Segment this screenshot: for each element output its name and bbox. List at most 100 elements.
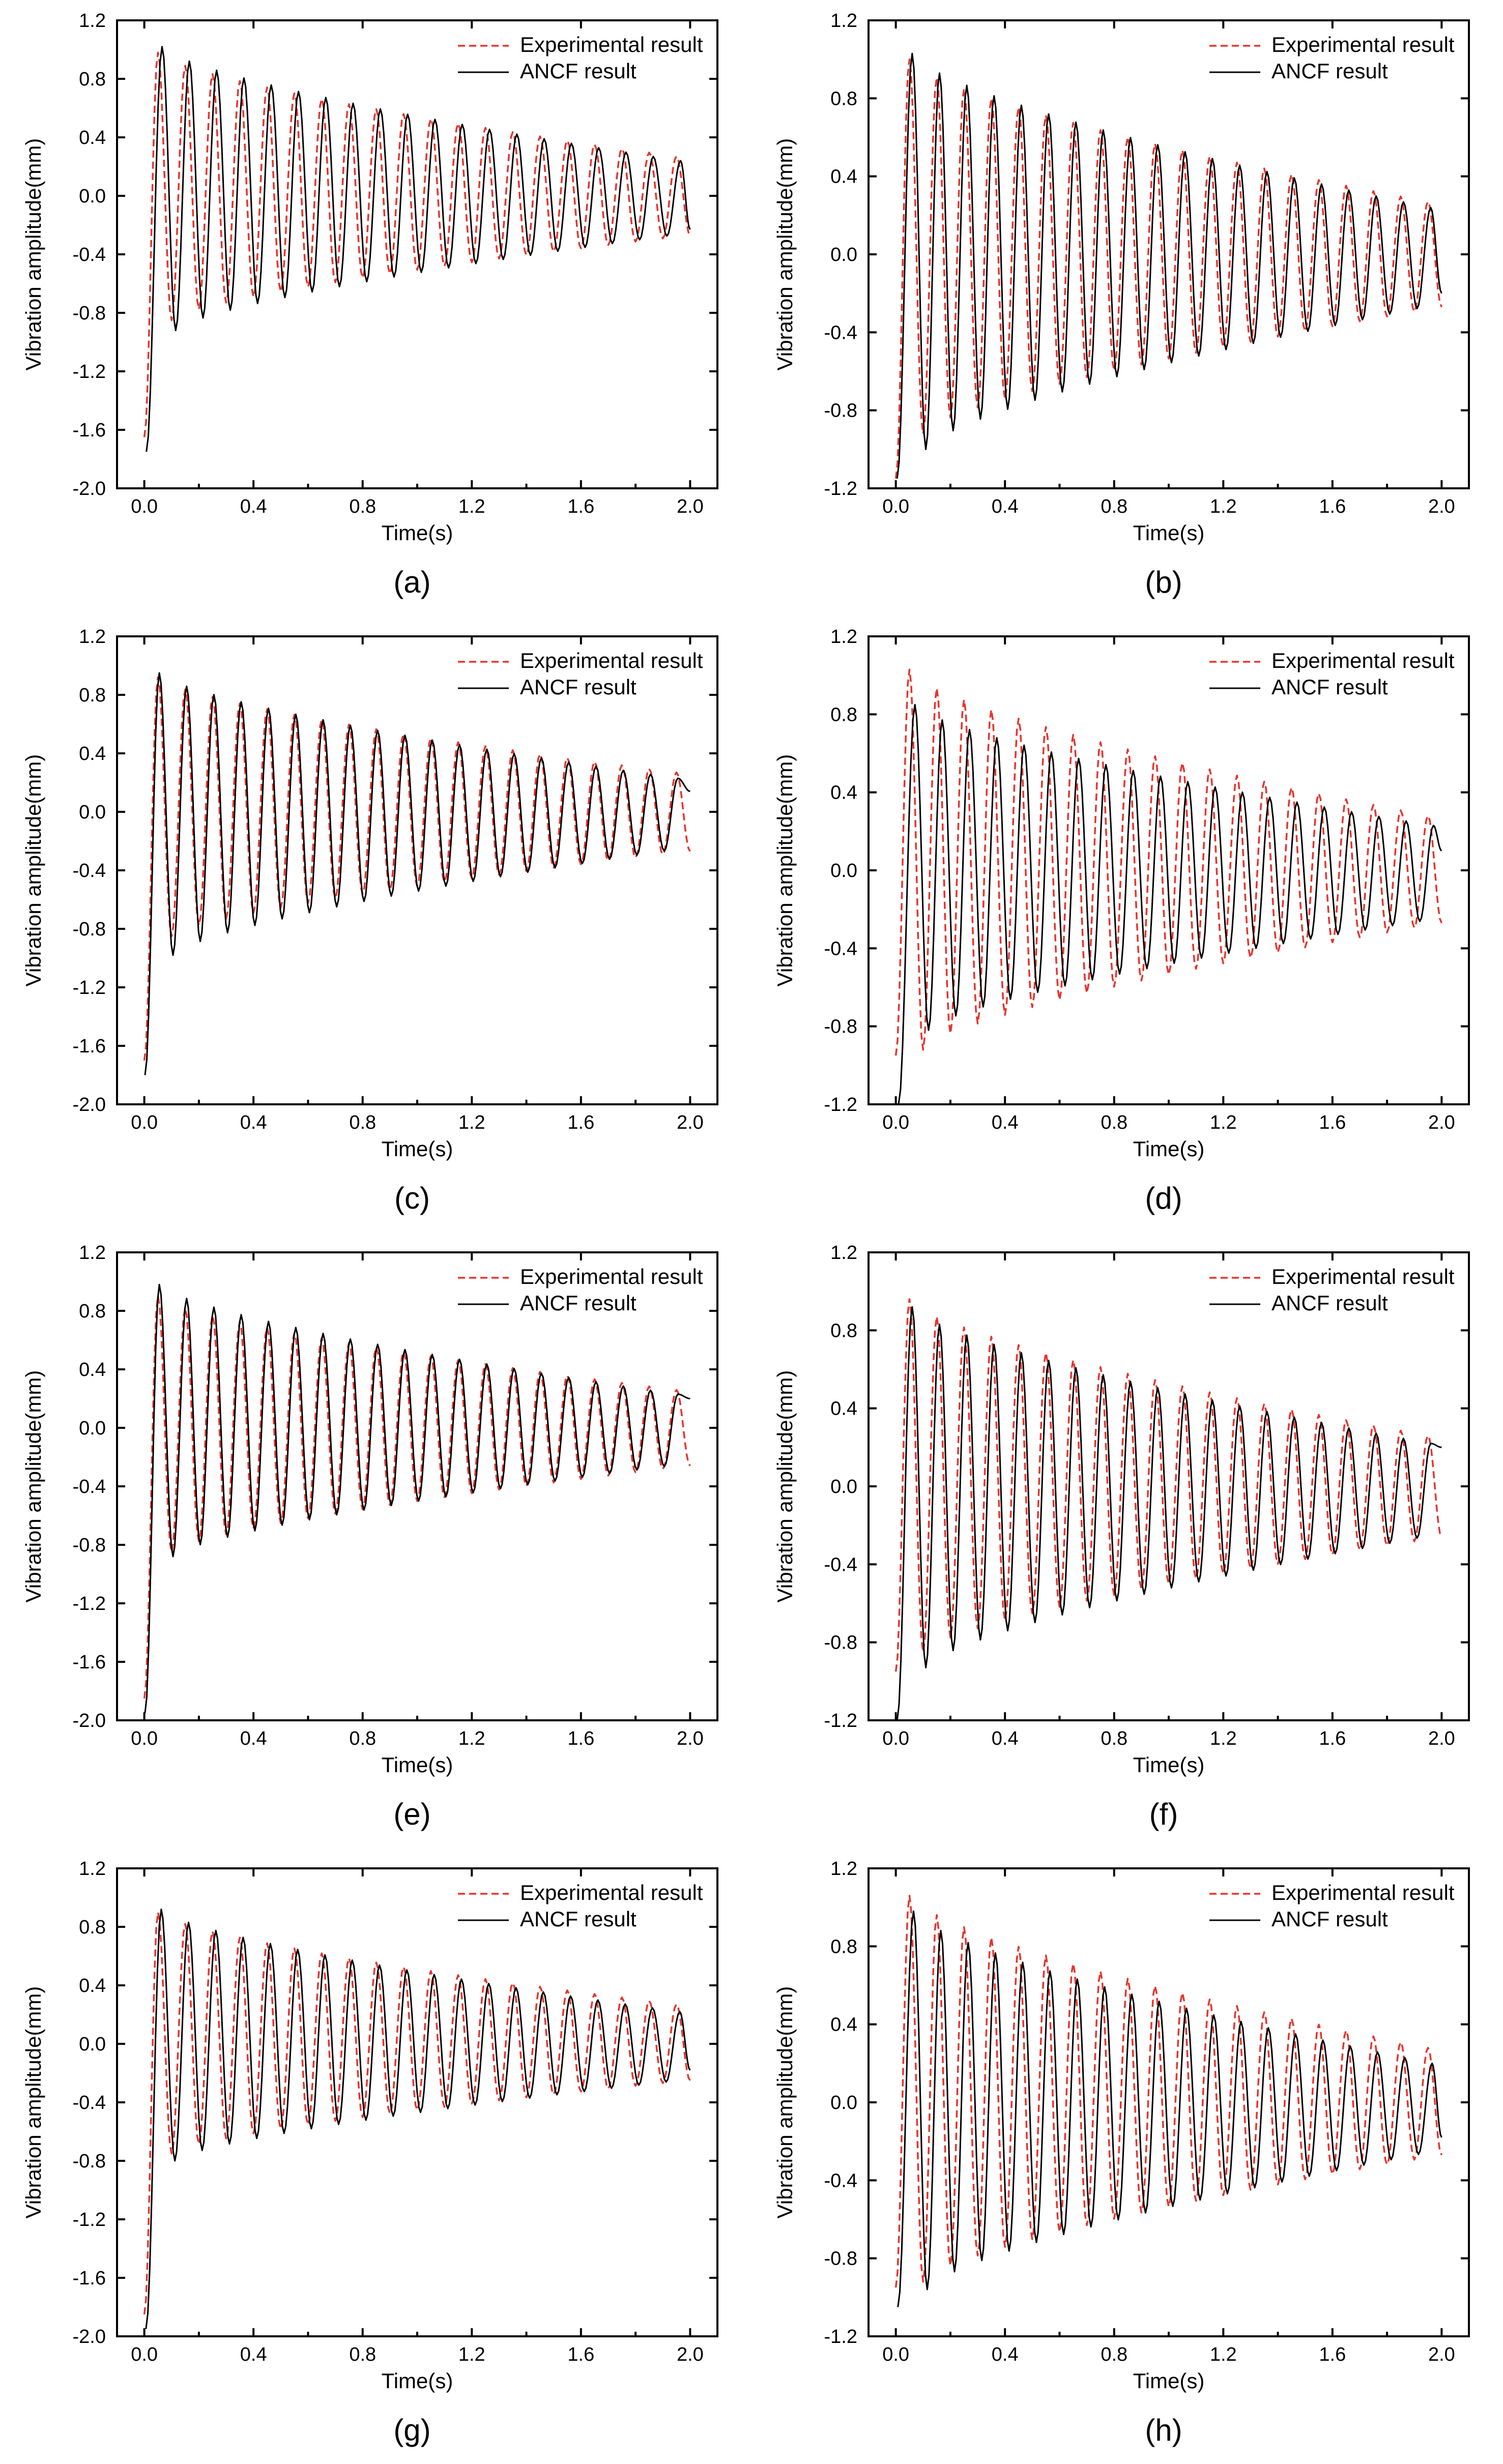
chart-svg-b: 0.0 0.4 0.8 1.2 1.6 2.0 -1.2 -0.8 -0.4 0.0 0.4 0.8 1… xyxy=(773,10,1470,599)
legend-label-experimental: Experimental result xyxy=(520,1881,703,1904)
x-tick-label: 0.0 xyxy=(882,496,909,517)
ancf-series-line-d xyxy=(898,703,1442,1105)
chart-svg-c: 0.0 0.4 0.8 1.2 1.6 2.0 -2.0 -1.6 -1.2 -0.8 -0.4 0.… xyxy=(21,626,718,1215)
y-tick-label: 1.2 xyxy=(830,626,857,648)
y-axis-label: Vibration amplitude(mm) xyxy=(773,1370,797,1603)
y-tick-label: 0.4 xyxy=(79,743,106,765)
x-tick-label: 1.6 xyxy=(1319,2344,1346,2365)
y-tick-label: 0.8 xyxy=(830,704,857,725)
x-tick-label: 0.0 xyxy=(882,2344,909,2365)
y-tick-label: 0.8 xyxy=(79,69,106,90)
experimental-series-line-g xyxy=(143,1911,691,2315)
y-tick-label: -1.2 xyxy=(73,1593,106,1615)
y-axis-label: Vibration amplitude(mm) xyxy=(773,1986,797,2219)
legend-label-experimental: Experimental result xyxy=(1271,33,1455,56)
y-tick-label: 1.2 xyxy=(79,626,106,648)
y-tick-label: -1.6 xyxy=(73,1036,106,1057)
x-tick-label: 0.0 xyxy=(131,2344,158,2365)
ancf-series-line-e xyxy=(144,1283,690,1713)
chart-panel-g: 0.0 0.4 0.8 1.2 1.6 2.0 -2.0 -1.6 -1.2 -0.8 -0.4 0.… xyxy=(0,1848,752,2464)
x-tick-label: 0.0 xyxy=(882,1112,909,1133)
x-tick-label: 0.4 xyxy=(992,496,1019,517)
x-tick-label: 2.0 xyxy=(677,2344,704,2365)
y-tick-label: 0.4 xyxy=(830,1398,857,1420)
x-axis-label: Time(s) xyxy=(1133,1753,1205,1777)
y-tick-label: 0.4 xyxy=(830,2014,857,2036)
y-tick-label: -0.4 xyxy=(824,1554,857,1575)
y-tick-label: 0.8 xyxy=(79,1917,106,1938)
chart-panel-a: 0.0 0.4 0.8 1.2 1.6 2.0 -2.0 -1.6 -1.2 -0.8 -0.4 0.… xyxy=(0,0,752,616)
x-tick-label: 0.4 xyxy=(240,496,267,517)
legend-label-experimental: Experimental result xyxy=(520,33,703,56)
y-tick-label: 0.0 xyxy=(79,2034,106,2055)
legend-label-experimental: Experimental result xyxy=(1271,1265,1455,1288)
plot-frame-h xyxy=(868,1867,1470,2337)
x-tick-label: 0.8 xyxy=(349,496,376,517)
x-tick-label: 1.6 xyxy=(1319,1728,1346,1749)
y-tick-label: 0.0 xyxy=(79,1418,106,1439)
panel-caption: (e) xyxy=(393,1797,430,1831)
y-tick-label: -0.8 xyxy=(73,2151,106,2172)
y-axis-label: Vibration amplitude(mm) xyxy=(21,1986,45,2219)
chart-svg-g: 0.0 0.4 0.8 1.2 1.6 2.0 -2.0 -1.6 -1.2 -0.8 -0.4 0.… xyxy=(21,1858,718,2447)
panel-caption: (a) xyxy=(393,565,430,599)
x-tick-label: 1.6 xyxy=(1319,1112,1346,1133)
x-tick-label: 2.0 xyxy=(1428,1728,1455,1749)
y-tick-label: -1.2 xyxy=(73,361,106,383)
y-tick-label: 0.4 xyxy=(79,127,106,149)
ancf-series-line-h xyxy=(897,1910,1442,2307)
x-tick-label: 0.8 xyxy=(349,1728,376,1749)
x-axis-label: Time(s) xyxy=(382,521,453,545)
chart-panel-c: 0.0 0.4 0.8 1.2 1.6 2.0 -2.0 -1.6 -1.2 -0.8 -0.4 0.… xyxy=(0,616,752,1232)
legend-label-ancf: ANCF result xyxy=(1271,59,1388,83)
x-tick-label: 1.2 xyxy=(1210,496,1237,517)
x-tick-label: 1.2 xyxy=(458,1112,485,1133)
experimental-series-line-c xyxy=(143,676,691,1061)
y-tick-label: -0.4 xyxy=(73,860,106,882)
chart-panel-b: 0.0 0.4 0.8 1.2 1.6 2.0 -1.2 -0.8 -0.4 0.0 0.4 0.8 1… xyxy=(752,0,1503,616)
y-tick-label: -1.6 xyxy=(73,420,106,441)
x-tick-label: 0.8 xyxy=(1101,1112,1128,1133)
panel-caption: (f) xyxy=(1149,1797,1178,1831)
x-tick-label: 1.2 xyxy=(1210,2344,1237,2365)
y-tick-label: -1.2 xyxy=(824,1094,857,1116)
panel-caption: (c) xyxy=(394,1181,430,1215)
x-tick-label: 0.4 xyxy=(992,1728,1019,1749)
x-tick-label: 0.0 xyxy=(131,1728,158,1749)
x-tick-label: 2.0 xyxy=(1428,496,1455,517)
legend-label-ancf: ANCF result xyxy=(1271,1907,1388,1931)
plot-frame-e xyxy=(116,1251,718,1721)
panel-caption: (b) xyxy=(1145,565,1182,599)
y-tick-label: -0.4 xyxy=(824,2170,857,2191)
y-tick-label: 0.8 xyxy=(79,685,106,706)
x-tick-label: 1.6 xyxy=(567,1728,594,1749)
y-tick-label: -1.2 xyxy=(824,478,857,500)
panel-caption: (h) xyxy=(1145,2413,1182,2447)
x-tick-label: 0.0 xyxy=(131,1112,158,1133)
x-tick-label: 1.2 xyxy=(458,2344,485,2365)
x-tick-label: 0.4 xyxy=(240,2344,267,2365)
y-tick-label: 1.2 xyxy=(79,1858,106,1880)
x-tick-label: 1.2 xyxy=(458,1728,485,1749)
y-tick-label: 0.8 xyxy=(830,1320,857,1341)
legend-label-experimental: Experimental result xyxy=(1271,649,1455,672)
y-tick-label: 0.8 xyxy=(830,88,857,109)
x-tick-label: 0.8 xyxy=(1101,496,1128,517)
y-tick-label: 0.8 xyxy=(79,1301,106,1322)
x-axis-label: Time(s) xyxy=(382,2369,453,2393)
x-tick-label: 0.4 xyxy=(240,1112,267,1133)
y-tick-label: -0.4 xyxy=(73,244,106,266)
plot-frame-d xyxy=(868,635,1470,1105)
y-tick-label: 0.4 xyxy=(79,1359,106,1381)
plot-frame-f xyxy=(868,1251,1470,1721)
plot-frame-b xyxy=(868,19,1470,489)
panel-caption: (g) xyxy=(393,2413,430,2447)
chart-panel-f: 0.0 0.4 0.8 1.2 1.6 2.0 -1.2 -0.8 -0.4 0.0 0.4 0.8 1… xyxy=(752,1232,1503,1848)
y-tick-label: -0.8 xyxy=(824,400,857,422)
x-axis-label: Time(s) xyxy=(1133,2369,1205,2393)
chart-panel-e: 0.0 0.4 0.8 1.2 1.6 2.0 -2.0 -1.6 -1.2 -0.8 -0.4 0.… xyxy=(0,1232,752,1848)
ancf-series-line-f xyxy=(896,1306,1442,1721)
x-tick-label: 0.8 xyxy=(1101,2344,1128,2365)
x-axis-label: Time(s) xyxy=(1133,521,1205,545)
